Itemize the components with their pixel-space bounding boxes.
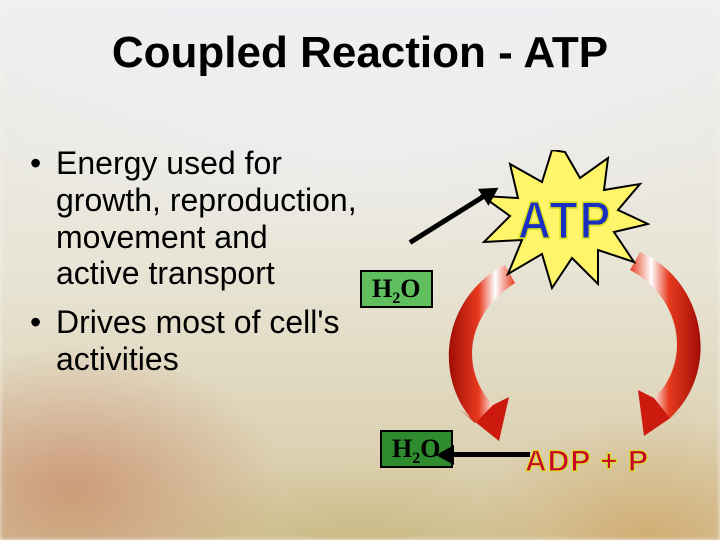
arrow-adp-to-h2o <box>450 452 530 457</box>
list-item: Drives most of cell's activities <box>30 304 360 378</box>
adp-label: ADP + P <box>525 445 649 479</box>
coupled-reaction-diagram: ATP ADP + P H2O H2O <box>350 140 720 530</box>
atp-node: ATP <box>480 150 650 290</box>
h2o-box-top: H2O <box>360 270 433 308</box>
bullet-list: Energy used for growth, reproduction, mo… <box>30 145 360 390</box>
page-title: Coupled Reaction - ATP <box>0 0 720 78</box>
arrow-h2o-to-atp <box>409 193 488 245</box>
atp-label: ATP <box>480 140 650 301</box>
slide: Coupled Reaction - ATP Energy used for g… <box>0 0 720 540</box>
list-item: Energy used for growth, reproduction, mo… <box>30 145 360 292</box>
